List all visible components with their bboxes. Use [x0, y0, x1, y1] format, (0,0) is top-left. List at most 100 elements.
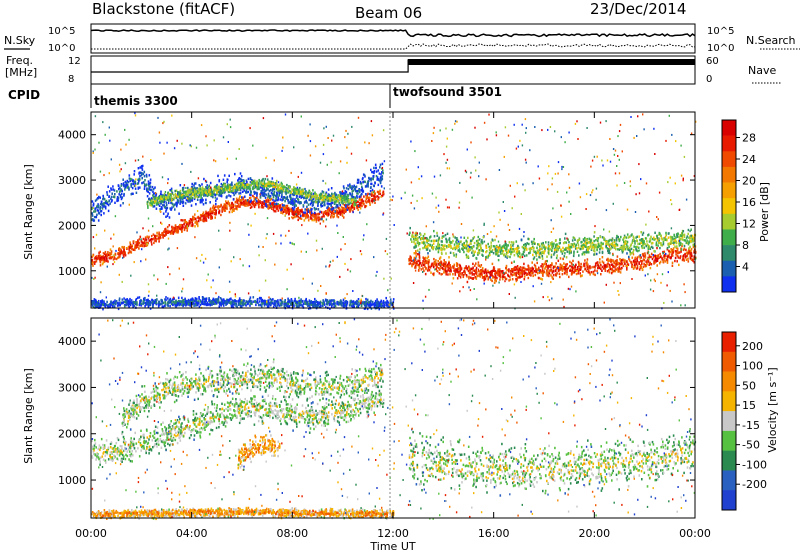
power-data-cell [277, 204, 280, 207]
power-data-cell [301, 208, 303, 211]
power-data-cell [452, 277, 455, 280]
power-data-cell [215, 209, 217, 212]
nave-tick-2: 0 [706, 74, 712, 85]
power-data-cell [95, 198, 98, 201]
power-data-cell [682, 230, 685, 233]
power-data-cell [161, 233, 163, 236]
power-data-cell [330, 198, 333, 201]
power-data-cell [356, 204, 358, 207]
power-data-cell [108, 190, 111, 193]
power-data-cell [91, 258, 94, 262]
power-data-cell [149, 198, 151, 201]
power-data-cell [492, 276, 494, 279]
power-data-cell [382, 172, 384, 175]
power-data-cell [234, 172, 236, 176]
power-data-cell [185, 223, 188, 226]
power-data-cell [159, 194, 161, 198]
power-data-cell [275, 187, 278, 191]
power-data-cell [165, 203, 168, 207]
power-data-cell [411, 235, 413, 238]
power-data-cell [206, 184, 208, 187]
power-data-cell [377, 191, 380, 194]
power-data-cell [304, 211, 306, 214]
power-data-cell [178, 212, 180, 215]
power-data-cell [367, 196, 370, 199]
power-data-cell [149, 203, 151, 207]
power-data-cell [594, 262, 597, 265]
power-data-cell [141, 164, 144, 168]
power-data-cell [281, 199, 283, 202]
power-data-cell [101, 262, 104, 266]
power-data-cell [123, 255, 125, 258]
power-data-cell [577, 246, 580, 249]
power-data-cell [415, 252, 417, 255]
power-data-cell [163, 234, 166, 237]
power-data-cell [674, 259, 676, 263]
power-data-cell [264, 189, 267, 192]
power-data-cell [138, 179, 140, 183]
power-data-cell [494, 272, 496, 276]
power-data-cell [329, 210, 332, 213]
power-data-cell [433, 235, 436, 238]
power-data-cell [438, 267, 440, 270]
power-data-cell [264, 177, 267, 181]
power-data-cell [523, 262, 525, 266]
power-data-cell [472, 262, 474, 266]
power-data-cell [288, 206, 290, 210]
power-data-cell [487, 278, 490, 281]
power-data-cell [176, 198, 179, 202]
power-data-cell [689, 257, 692, 260]
power-data-cell [317, 216, 319, 219]
power-data-cell [260, 181, 263, 184]
power-data-cell [300, 217, 303, 220]
power-data-cell [119, 255, 121, 258]
power-data-cell [242, 183, 244, 186]
power-data-cell [213, 193, 216, 196]
power-data-cell [436, 270, 439, 273]
power-data-cell [624, 245, 626, 249]
power-data-cell [564, 237, 566, 240]
power-data-cell [356, 195, 358, 198]
power-data-cell [602, 261, 605, 264]
power-data-cell [629, 244, 632, 247]
power-data-cell [331, 214, 333, 217]
power-data-cell [307, 203, 310, 206]
power-data-cell [579, 272, 581, 275]
power-data-cell [688, 250, 691, 253]
power-data-cell [123, 253, 126, 256]
power-data-cell [223, 174, 226, 177]
power-data-cell [224, 209, 227, 212]
power-data-cell [372, 171, 374, 174]
power-data-cell [203, 217, 205, 220]
power-data-cell [416, 237, 419, 241]
power-data-cell [447, 268, 449, 271]
power-data-cell [636, 264, 639, 268]
power-data-cell [333, 193, 335, 196]
power-data-cell [368, 196, 371, 199]
power-data-cell [610, 271, 613, 275]
power-data-cell [430, 239, 433, 243]
power-data-cell [108, 199, 110, 202]
power-data-cell [342, 209, 345, 212]
power-data-cell [177, 191, 179, 194]
power-data-cell [551, 262, 553, 265]
power-data-cell [113, 195, 116, 199]
power-data-cell [413, 252, 416, 255]
power-data-cell [149, 188, 151, 191]
power-data-cell [364, 175, 366, 178]
power-data-cell [109, 255, 112, 258]
power-data-cell [205, 186, 207, 189]
power-data-cell [518, 251, 521, 255]
power-data-cell [189, 188, 192, 192]
power-data-cell [340, 209, 343, 213]
power-data-cell [347, 206, 350, 209]
power-data-cell [342, 192, 345, 195]
power-data-cell [536, 246, 538, 249]
power-data-cell [248, 201, 250, 204]
power-data-cell [203, 214, 206, 217]
power-data-cell [109, 253, 111, 257]
power-data-cell [542, 241, 544, 245]
power-data-cell [229, 195, 232, 198]
power-data-cell [244, 185, 247, 189]
power-data-cell [117, 196, 120, 200]
